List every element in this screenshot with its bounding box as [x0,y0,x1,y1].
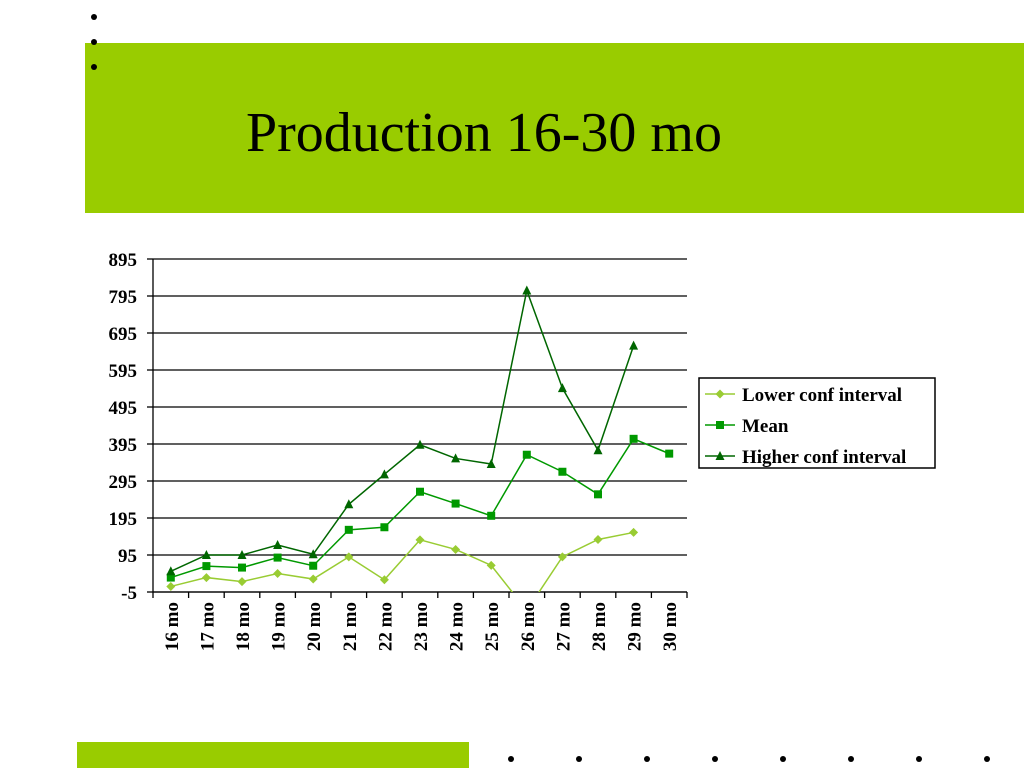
y-tick-label: 195 [109,509,138,530]
data-point [308,574,318,584]
data-point [166,581,176,591]
x-tick-label: 26 mo [518,602,539,651]
data-point [273,540,283,550]
legend-marker [715,451,725,460]
data-point [451,453,461,463]
data-point [238,563,246,572]
data-point [309,561,318,570]
x-tick-label: 22 mo [375,602,396,651]
legend-box [698,377,936,469]
data-point [202,562,211,571]
legend-marker [716,421,724,429]
legend-label: Mean [742,416,789,437]
x-tick-label: 27 mo [553,602,574,651]
x-tick-label: 30 mo [660,602,681,651]
data-point [201,550,211,559]
data-point [557,383,567,393]
data-point [451,544,461,554]
bottom-accent-bar [77,742,469,768]
bullet-dot [91,14,97,20]
title-band [85,43,1024,213]
x-tick-label: 29 mo [625,602,646,651]
x-tick-label: 18 mo [233,602,254,651]
data-point [522,450,531,459]
y-tick-label: 595 [109,361,138,382]
data-point [594,490,602,499]
data-point [415,535,425,545]
bullet-dot [916,756,922,762]
data-point [415,439,425,449]
data-point [344,499,354,509]
series-line-1 [170,437,670,579]
data-point [558,467,567,476]
data-point [486,560,496,570]
slide-title: Production 16-30 mo [246,102,722,164]
data-point [522,285,532,295]
x-tick-label: 19 mo [269,602,290,651]
x-tick-label: 25 mo [482,602,503,651]
bullet-dot [780,756,786,762]
y-tick-label: 895 [109,250,138,271]
y-tick-label: 495 [109,398,138,419]
x-tick-label: 20 mo [304,602,325,651]
legend-marker [715,389,725,399]
legend-label: Higher conf interval [742,447,906,468]
data-point [593,445,603,455]
bullet-dot [91,64,97,70]
data-point [201,573,211,583]
x-tick-label: 21 mo [340,602,361,651]
bullet-dot [712,756,718,762]
bullet-dot [848,756,854,762]
data-point [380,523,389,532]
x-tick-label: 23 mo [411,602,432,651]
data-point [379,575,389,585]
x-tick-label: 28 mo [589,602,610,651]
data-point [166,566,176,576]
data-point [557,552,567,562]
data-point [308,549,318,559]
series-line-2 [170,287,635,572]
data-point [486,458,496,468]
x-tick-label: 24 mo [447,602,468,651]
series-line-0 [170,531,634,592]
data-point [379,469,389,479]
bullet-dot [508,756,514,762]
y-tick-label: 795 [109,287,138,308]
legend-label: Lower conf interval [742,385,902,406]
data-point [593,534,603,544]
data-point [237,577,247,587]
y-tick-label: -5 [121,583,137,604]
data-point [344,525,353,534]
data-point [487,511,496,520]
bullet-dot [644,756,650,762]
data-point [629,527,639,537]
y-tick-label: 95 [118,546,137,567]
y-tick-label: 695 [109,324,138,345]
x-tick-label: 16 mo [162,602,183,651]
x-tick-label: 17 mo [197,602,218,651]
y-tick-label: 395 [109,435,138,456]
data-point [416,487,424,496]
data-point [665,449,674,458]
data-point [629,434,638,443]
bullet-dot [984,756,990,762]
data-point [344,552,354,562]
data-point [273,569,283,578]
bullet-dot [91,39,97,45]
data-point [629,340,639,350]
data-point [237,550,247,559]
data-point [451,499,460,508]
data-point [273,553,282,562]
data-point [166,573,175,582]
y-tick-label: 295 [109,472,138,493]
bullet-dot [576,756,582,762]
